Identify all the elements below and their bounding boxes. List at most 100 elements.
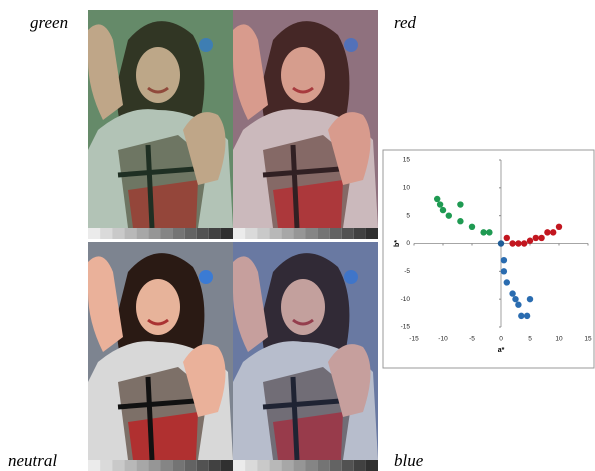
photo-neutral (88, 242, 233, 460)
gray-patch (136, 228, 149, 239)
point (518, 312, 525, 320)
y-axis-label: b* (394, 240, 401, 247)
point (509, 290, 516, 297)
point (468, 223, 476, 230)
point (509, 240, 516, 247)
point (523, 312, 531, 320)
chart-frame (382, 149, 595, 369)
x-tick-label: 10 (555, 336, 563, 343)
gray-patch (184, 228, 197, 239)
gray-strips (88, 228, 378, 471)
photo-blue (233, 242, 378, 460)
point (538, 234, 545, 242)
point (497, 240, 505, 247)
point (526, 237, 534, 244)
point (550, 229, 557, 236)
y-tick-label: -15 (401, 324, 411, 331)
gray-patch (196, 460, 209, 471)
gray-patch (196, 228, 209, 239)
gray-patch (281, 460, 294, 471)
chart: -15 -10 -5 0 5 10 15 -15 -10 -5 0 5 10 15 a* b* (394, 157, 592, 354)
x-tick-label: -5 (469, 336, 475, 343)
gray-patch (317, 228, 330, 239)
gray-patch (341, 460, 354, 471)
gray-patch (208, 228, 221, 239)
gray-patch (353, 460, 366, 471)
gray-patch (305, 228, 318, 239)
gray-patch (124, 460, 137, 471)
gray-patch (148, 460, 161, 471)
point (457, 201, 464, 208)
gray-patch (233, 460, 246, 471)
panel-label: red (394, 13, 417, 32)
gray-patch (172, 460, 185, 471)
photo-green (88, 10, 233, 228)
gray-patch (88, 228, 101, 239)
point (515, 240, 522, 247)
gray-patch (184, 460, 197, 471)
gray-patch (245, 460, 258, 471)
point (439, 206, 447, 214)
point (503, 234, 510, 242)
gray-patch (88, 460, 101, 471)
point (436, 201, 444, 208)
y-tick-label: 5 (406, 212, 410, 219)
x-tick-label: 0 (499, 336, 503, 343)
gray-patch (317, 460, 330, 471)
gray-patch (160, 228, 173, 239)
gray-patch (208, 460, 221, 471)
x-tick-label: 5 (528, 336, 532, 343)
gray-patch (329, 460, 342, 471)
gray-patch (257, 228, 270, 239)
point (457, 218, 464, 225)
point (500, 268, 508, 275)
x-tick-label: -10 (438, 336, 448, 343)
gray-patch (269, 228, 282, 239)
panel-label: blue (394, 451, 424, 470)
panel-label: green (30, 13, 68, 32)
gray-patch (160, 460, 173, 471)
gray-patch (136, 460, 149, 471)
y-tick-label: 10 (403, 185, 411, 192)
gray-patch (112, 460, 125, 471)
gray-patch (269, 460, 282, 471)
point (512, 295, 519, 303)
gray-patch (148, 228, 161, 239)
point (526, 295, 534, 303)
gray-patch (257, 460, 270, 471)
gray-patch (245, 228, 258, 239)
gray-patch (220, 228, 233, 239)
gray-patch (220, 460, 233, 471)
point (480, 229, 487, 236)
point (486, 229, 493, 236)
gray-patch (124, 228, 137, 239)
panel-label: neutral (8, 451, 57, 470)
y-tick-label: -5 (404, 268, 410, 275)
gray-patch (329, 228, 342, 239)
x-axis-label: a* (498, 347, 505, 354)
point (521, 240, 528, 247)
point (544, 229, 551, 236)
y-tick-label: 0 (406, 240, 410, 247)
y-tick-label: 15 (403, 157, 411, 164)
y-tick-label: -10 (401, 296, 411, 303)
point (503, 279, 510, 286)
gray-patch (293, 228, 306, 239)
gray-patch (172, 228, 185, 239)
point (555, 223, 563, 230)
gray-patch (341, 228, 354, 239)
x-tick-label: -15 (409, 336, 419, 343)
gray-patch (281, 228, 294, 239)
point (515, 301, 522, 308)
photo-red (233, 10, 378, 228)
gray-patch (305, 460, 318, 471)
gray-patch (100, 460, 113, 471)
point (445, 212, 452, 219)
gray-patch (353, 228, 366, 239)
gray-patch (233, 228, 246, 239)
gray-patch (365, 228, 378, 239)
point (500, 257, 508, 264)
gray-patch (100, 228, 113, 239)
gray-patch (293, 460, 306, 471)
